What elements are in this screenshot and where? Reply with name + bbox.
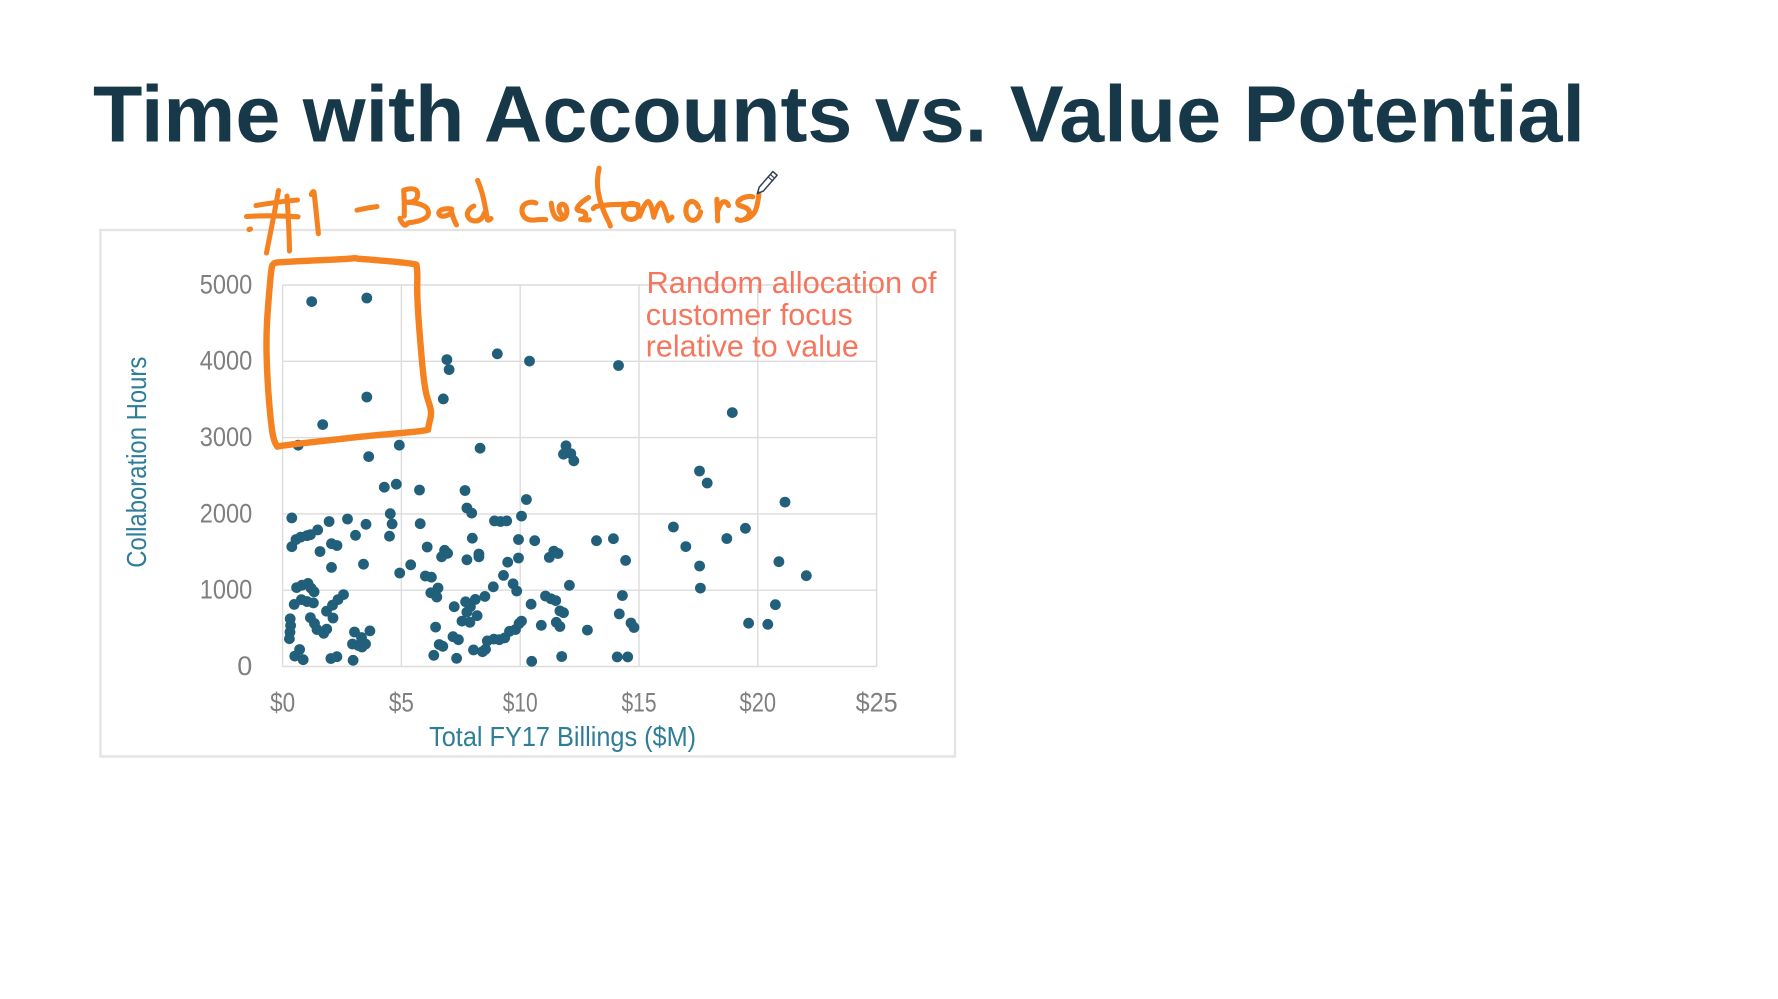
svg-text:0: 0 bbox=[237, 651, 252, 681]
svg-text:Total FY17 Billings ($M): Total FY17 Billings ($M) bbox=[429, 721, 696, 752]
svg-text:Time with Accounts vs. Value P: Time with Accounts vs. Value Potential bbox=[93, 70, 1585, 159]
svg-text:$20: $20 bbox=[740, 688, 777, 718]
svg-text:$25: $25 bbox=[856, 688, 898, 718]
svg-text:1000: 1000 bbox=[200, 575, 253, 605]
svg-text:2000: 2000 bbox=[200, 498, 253, 528]
svg-text:customer focus: customer focus bbox=[646, 297, 853, 332]
svg-text:$5: $5 bbox=[389, 688, 414, 718]
svg-text:relative to value: relative to value bbox=[646, 328, 859, 363]
svg-text:5000: 5000 bbox=[200, 269, 253, 299]
svg-text:Random allocation of: Random allocation of bbox=[647, 265, 937, 300]
svg-text:$0: $0 bbox=[270, 688, 295, 718]
svg-text:Collaboration Hours: Collaboration Hours bbox=[121, 357, 152, 568]
svg-text:$15: $15 bbox=[622, 688, 657, 718]
svg-text:$10: $10 bbox=[503, 688, 538, 718]
svg-text:3000: 3000 bbox=[200, 422, 253, 452]
svg-text:4000: 4000 bbox=[200, 346, 253, 376]
